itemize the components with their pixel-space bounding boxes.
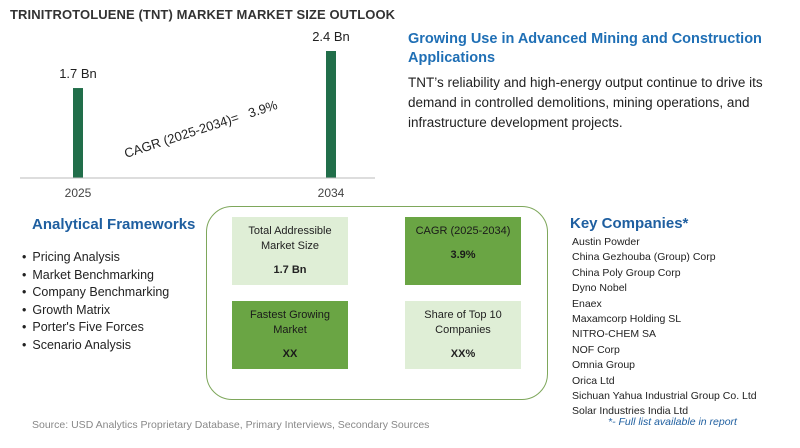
source-note: Source: USD Analytics Proprietary Databa… bbox=[32, 419, 430, 431]
framework-item: Growth Matrix bbox=[22, 302, 169, 320]
fastest-market-label: Fastest Growing Market bbox=[249, 309, 331, 336]
bar-chart: 1.7 Bn 2025 2.4 Bn 2034 CAGR (2025-2034)= 3… bbox=[20, 29, 375, 200]
company-item: Sichuan Yahua Industrial Group Co. Ltd bbox=[572, 390, 757, 403]
company-item: NOF Corp bbox=[572, 343, 620, 356]
bar-2034 bbox=[326, 51, 336, 178]
companies-title: Key Companies* bbox=[570, 215, 689, 232]
framework-item: Porter's Five Forces bbox=[22, 319, 169, 337]
tam-card-value: 1.7 Bn bbox=[273, 264, 307, 276]
framework-item: Company Benchmarking bbox=[22, 284, 169, 302]
company-item: China Gezhouba (Group) Corp bbox=[572, 251, 716, 264]
headline: Growing Use in Advanced Mining and Const… bbox=[408, 31, 762, 66]
company-item: Austin Powder bbox=[572, 236, 640, 248]
top10-share-card: Share of Top 10 Companies XX% bbox=[405, 301, 521, 369]
framework-item: Pricing Analysis bbox=[22, 249, 169, 267]
fastest-market-value: XX bbox=[282, 348, 298, 360]
company-item: Dyno Nobel bbox=[572, 282, 627, 295]
company-item: Maxamcorp Holding SL bbox=[572, 313, 682, 326]
frameworks-title: Analytical Frameworks bbox=[32, 216, 196, 233]
tam-card-label: Total Addressible Market Size bbox=[248, 225, 332, 252]
company-item: Solar Industries India Ltd bbox=[572, 405, 689, 418]
company-item: China Poly Group Corp bbox=[572, 266, 681, 279]
data-label-2025: 1.7 Bn bbox=[59, 66, 97, 81]
company-item: Enaex bbox=[572, 297, 602, 310]
company-item: Omnia Group bbox=[572, 359, 636, 372]
tam-card: Total Addressible Market Size 1.7 Bn bbox=[232, 217, 348, 285]
bar-2025 bbox=[73, 88, 83, 178]
companies-list: Austin Powder China Gezhouba (Group) Cor… bbox=[572, 235, 757, 420]
chart-title: TRINITROTOLUENE (TNT) MARKET MARKET SIZE… bbox=[10, 7, 396, 22]
x-tick-label-2034: 2034 bbox=[318, 186, 345, 200]
frameworks-list: Pricing Analysis Market Benchmarking Com… bbox=[22, 249, 169, 355]
cagr-card: CAGR (2025-2034) 3.9% bbox=[405, 217, 521, 285]
company-item: NITRO-CHEM SA bbox=[572, 328, 656, 341]
cagr-card-value: 3.9% bbox=[450, 249, 476, 261]
top10-share-value: XX% bbox=[450, 348, 476, 360]
cagr-annotation: CAGR (2025-2034)= 3.9% bbox=[122, 97, 279, 161]
summary-panel: Total Addressible Market Size 1.7 Bn CAG… bbox=[206, 206, 548, 400]
description: TNT’s reliability and high-energy output… bbox=[408, 75, 763, 130]
cagr-card-label: CAGR (2025-2034) bbox=[415, 225, 511, 237]
framework-item: Market Benchmarking bbox=[22, 267, 169, 285]
companies-footnote: *- Full list available in report bbox=[608, 416, 737, 428]
data-label-2034: 2.4 Bn bbox=[312, 29, 350, 44]
x-tick-label-2025: 2025 bbox=[65, 186, 92, 200]
framework-item: Scenario Analysis bbox=[22, 337, 169, 355]
top10-share-label: Share of Top 10 Companies bbox=[424, 309, 502, 336]
fastest-market-card: Fastest Growing Market XX bbox=[232, 301, 348, 369]
company-item: Orica Ltd bbox=[572, 374, 615, 387]
